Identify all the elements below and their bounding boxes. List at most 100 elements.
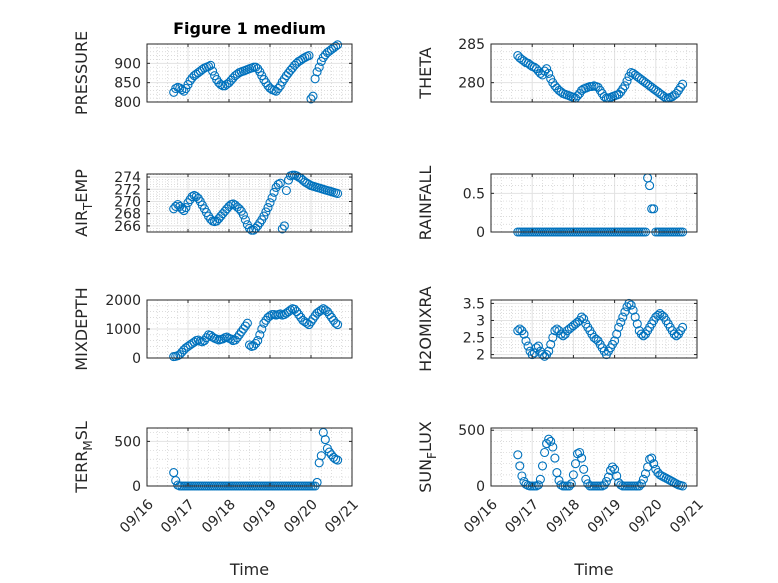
y-tick-label: 274: [114, 170, 141, 186]
data-point: [255, 218, 265, 228]
y-tick-label: 850: [114, 76, 141, 92]
data-point: [546, 436, 556, 446]
data-point: [517, 471, 527, 481]
data-point: [333, 455, 343, 465]
data-point: [570, 459, 581, 469]
y-tick-label: 0: [476, 225, 485, 241]
data-point: [527, 350, 537, 360]
data-point: [279, 221, 289, 231]
subplot-1: 800 850 900 PRESSURE Figure 1 medium: [72, 19, 353, 115]
axes-frame: [146, 173, 353, 233]
subplot-6: 22.5 33.5 H2OMIXRA: [416, 286, 698, 372]
axes-frame: [490, 427, 698, 487]
figure-title: Figure 1 medium: [173, 19, 326, 38]
data-point: [193, 335, 203, 345]
data-point: [616, 87, 626, 97]
data-point: [537, 461, 548, 471]
data-point: [513, 450, 523, 460]
axes-frame: [490, 299, 698, 359]
data-point: [515, 461, 525, 471]
data-point: [310, 74, 320, 84]
data-point: [540, 447, 550, 458]
data-point: [251, 338, 261, 349]
data-point: [607, 462, 618, 472]
data-point: [333, 188, 343, 199]
y-axis-label: SUNFLUX: [416, 421, 439, 493]
data-point: [179, 206, 189, 216]
data-point: [257, 324, 267, 334]
data-point: [263, 203, 273, 213]
data-point: [577, 453, 587, 463]
data-point: [226, 334, 236, 344]
subplot-4: 0 0.5 RAINFALL: [416, 166, 698, 241]
y-tick-label: 280: [458, 76, 485, 92]
data-point: [521, 479, 531, 489]
x-axis-label: Time: [573, 560, 613, 579]
y-axis-label: PRESSURE: [72, 31, 91, 115]
axes-frame: [490, 43, 698, 103]
data-point: [618, 312, 628, 322]
data-point: [636, 479, 646, 489]
series-markers: [169, 170, 343, 235]
data-point: [308, 91, 318, 101]
data-point: [238, 210, 248, 220]
x-axis-label: Time: [229, 560, 269, 579]
data-point: [171, 83, 181, 94]
data-point: [300, 52, 310, 63]
y-axis-label: AIRTEMP: [72, 169, 95, 237]
y-tick-label: 1000: [105, 322, 141, 338]
y-tick-label: 3.5: [463, 296, 485, 312]
data-point: [333, 40, 343, 50]
data-point: [242, 318, 252, 328]
data-point: [579, 314, 589, 324]
grid: [490, 428, 698, 487]
data-point: [649, 459, 659, 469]
data-point: [273, 179, 283, 189]
subplot-2: 280 285 THETA: [416, 37, 698, 103]
axes-frame: [146, 43, 353, 103]
data-point: [548, 332, 558, 343]
y-tick-label: 2.5: [463, 331, 485, 347]
data-point: [267, 193, 277, 203]
series-markers: [513, 51, 688, 103]
data-point: [208, 332, 218, 342]
data-point: [255, 330, 265, 340]
data-point: [302, 318, 312, 328]
data-point: [671, 479, 681, 489]
data-point: [216, 80, 226, 90]
y-tick-label: 500: [114, 434, 141, 450]
y-tick-label: 800: [114, 95, 141, 111]
series-markers: [169, 304, 343, 362]
y-axis-label: H2OMIXRA: [416, 286, 435, 372]
y-tick-label: 500: [458, 423, 485, 439]
data-point: [649, 204, 659, 214]
data-point: [331, 41, 341, 51]
data-point: [577, 312, 587, 322]
data-point: [281, 185, 291, 196]
data-point: [645, 181, 655, 191]
data-point: [548, 442, 558, 452]
data-point: [306, 94, 316, 104]
data-point: [244, 340, 255, 350]
data-point: [181, 203, 191, 213]
y-tick-label: 3: [476, 313, 485, 329]
y-axis-label: THETA: [416, 47, 435, 99]
data-point: [533, 480, 543, 490]
data-point: [610, 336, 620, 346]
data-point: [628, 305, 638, 315]
y-tick-label: 285: [458, 37, 485, 53]
data-point: [316, 305, 326, 315]
data-point: [208, 66, 218, 76]
series-markers: [513, 298, 688, 361]
data-point: [333, 320, 343, 330]
data-point: [177, 85, 187, 95]
data-point: [273, 83, 283, 94]
data-point: [678, 322, 688, 332]
y-tick-label: 0.5: [463, 186, 485, 202]
data-point: [566, 479, 576, 489]
data-point: [647, 453, 657, 463]
data-point: [292, 307, 302, 317]
y-axis-label: MIXDEPTH: [72, 287, 91, 370]
